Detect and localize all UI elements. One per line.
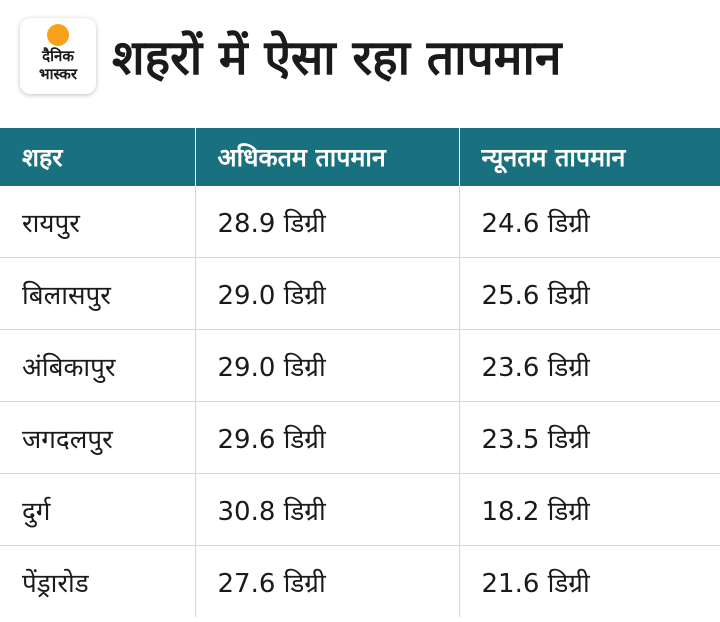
cell-min-temp: 25.6 डिग्री [458,257,720,330]
table-row: बिलासपुर 29.0 डिग्री 25.6 डिग्री [0,257,720,330]
cell-city: रायपुर [22,208,80,239]
cell-min-temp: 24.6 डिग्री [458,186,720,258]
cell-max-temp: 28.9 डिग्री [194,186,459,258]
cell-max-temp: 29.6 डिग्री [194,401,459,474]
table-header-row: शहर अधिकतम तापमान न्यूनतम तापमान [0,128,720,186]
table-row: दुर्ग 30.8 डिग्री 18.2 डिग्री [0,473,720,546]
logo-text-line1: दैनिक [42,47,74,65]
cell-min-temp: 23.5 डिग्री [458,401,720,474]
column-header-min-temp: न्यूनतम तापमान [458,128,720,186]
sun-icon [47,24,69,46]
cell-max-temp: 27.6 डिग्री [194,545,459,617]
cell-city: अंबिकापुर [0,329,195,402]
cell-city: बिलासपुर [0,257,195,330]
table-row: रायपुर 28.9 डिग्री 24.6 डिग्री [0,186,720,258]
page-title: शहरों में ऐसा रहा तापमान [112,30,562,86]
cell-max-temp: 29.0 डिग्री [194,257,459,330]
cell-city: पेंड्रारोड [0,545,195,617]
column-header-city: शहर [0,128,195,186]
table-row: जगदलपुर 29.6 डिग्री 23.5 डिग्री [0,401,720,474]
cell-max-temp: 30.8 डिग्री [194,473,459,546]
cell-min-temp: 18.2 डिग्री [458,473,720,546]
table-row: अंबिकापुर 29.0 डिग्री 23.6 डिग्री [0,329,720,402]
temperature-table: शहर अधिकतम तापमान न्यूनतम तापमान रायपुर … [0,128,720,617]
table-row: पेंड्रारोड 27.6 डिग्री 21.6 डिग्री [0,545,720,617]
cell-city: दुर्ग [0,473,195,546]
cell-min-temp: 21.6 डिग्री [458,545,720,617]
logo-text-line2: भास्कर [39,65,77,83]
cell-min-temp: 23.6 डिग्री [458,329,720,402]
header: दैनिक भास्कर शहरों में ऐसा रहा तापमान [0,0,720,128]
column-header-max-temp: अधिकतम तापमान [194,128,459,186]
cell-max-temp: 29.0 डिग्री [194,329,459,402]
cell-city: जगदलपुर [0,401,195,474]
dainik-bhaskar-logo: दैनिक भास्कर [20,18,96,94]
